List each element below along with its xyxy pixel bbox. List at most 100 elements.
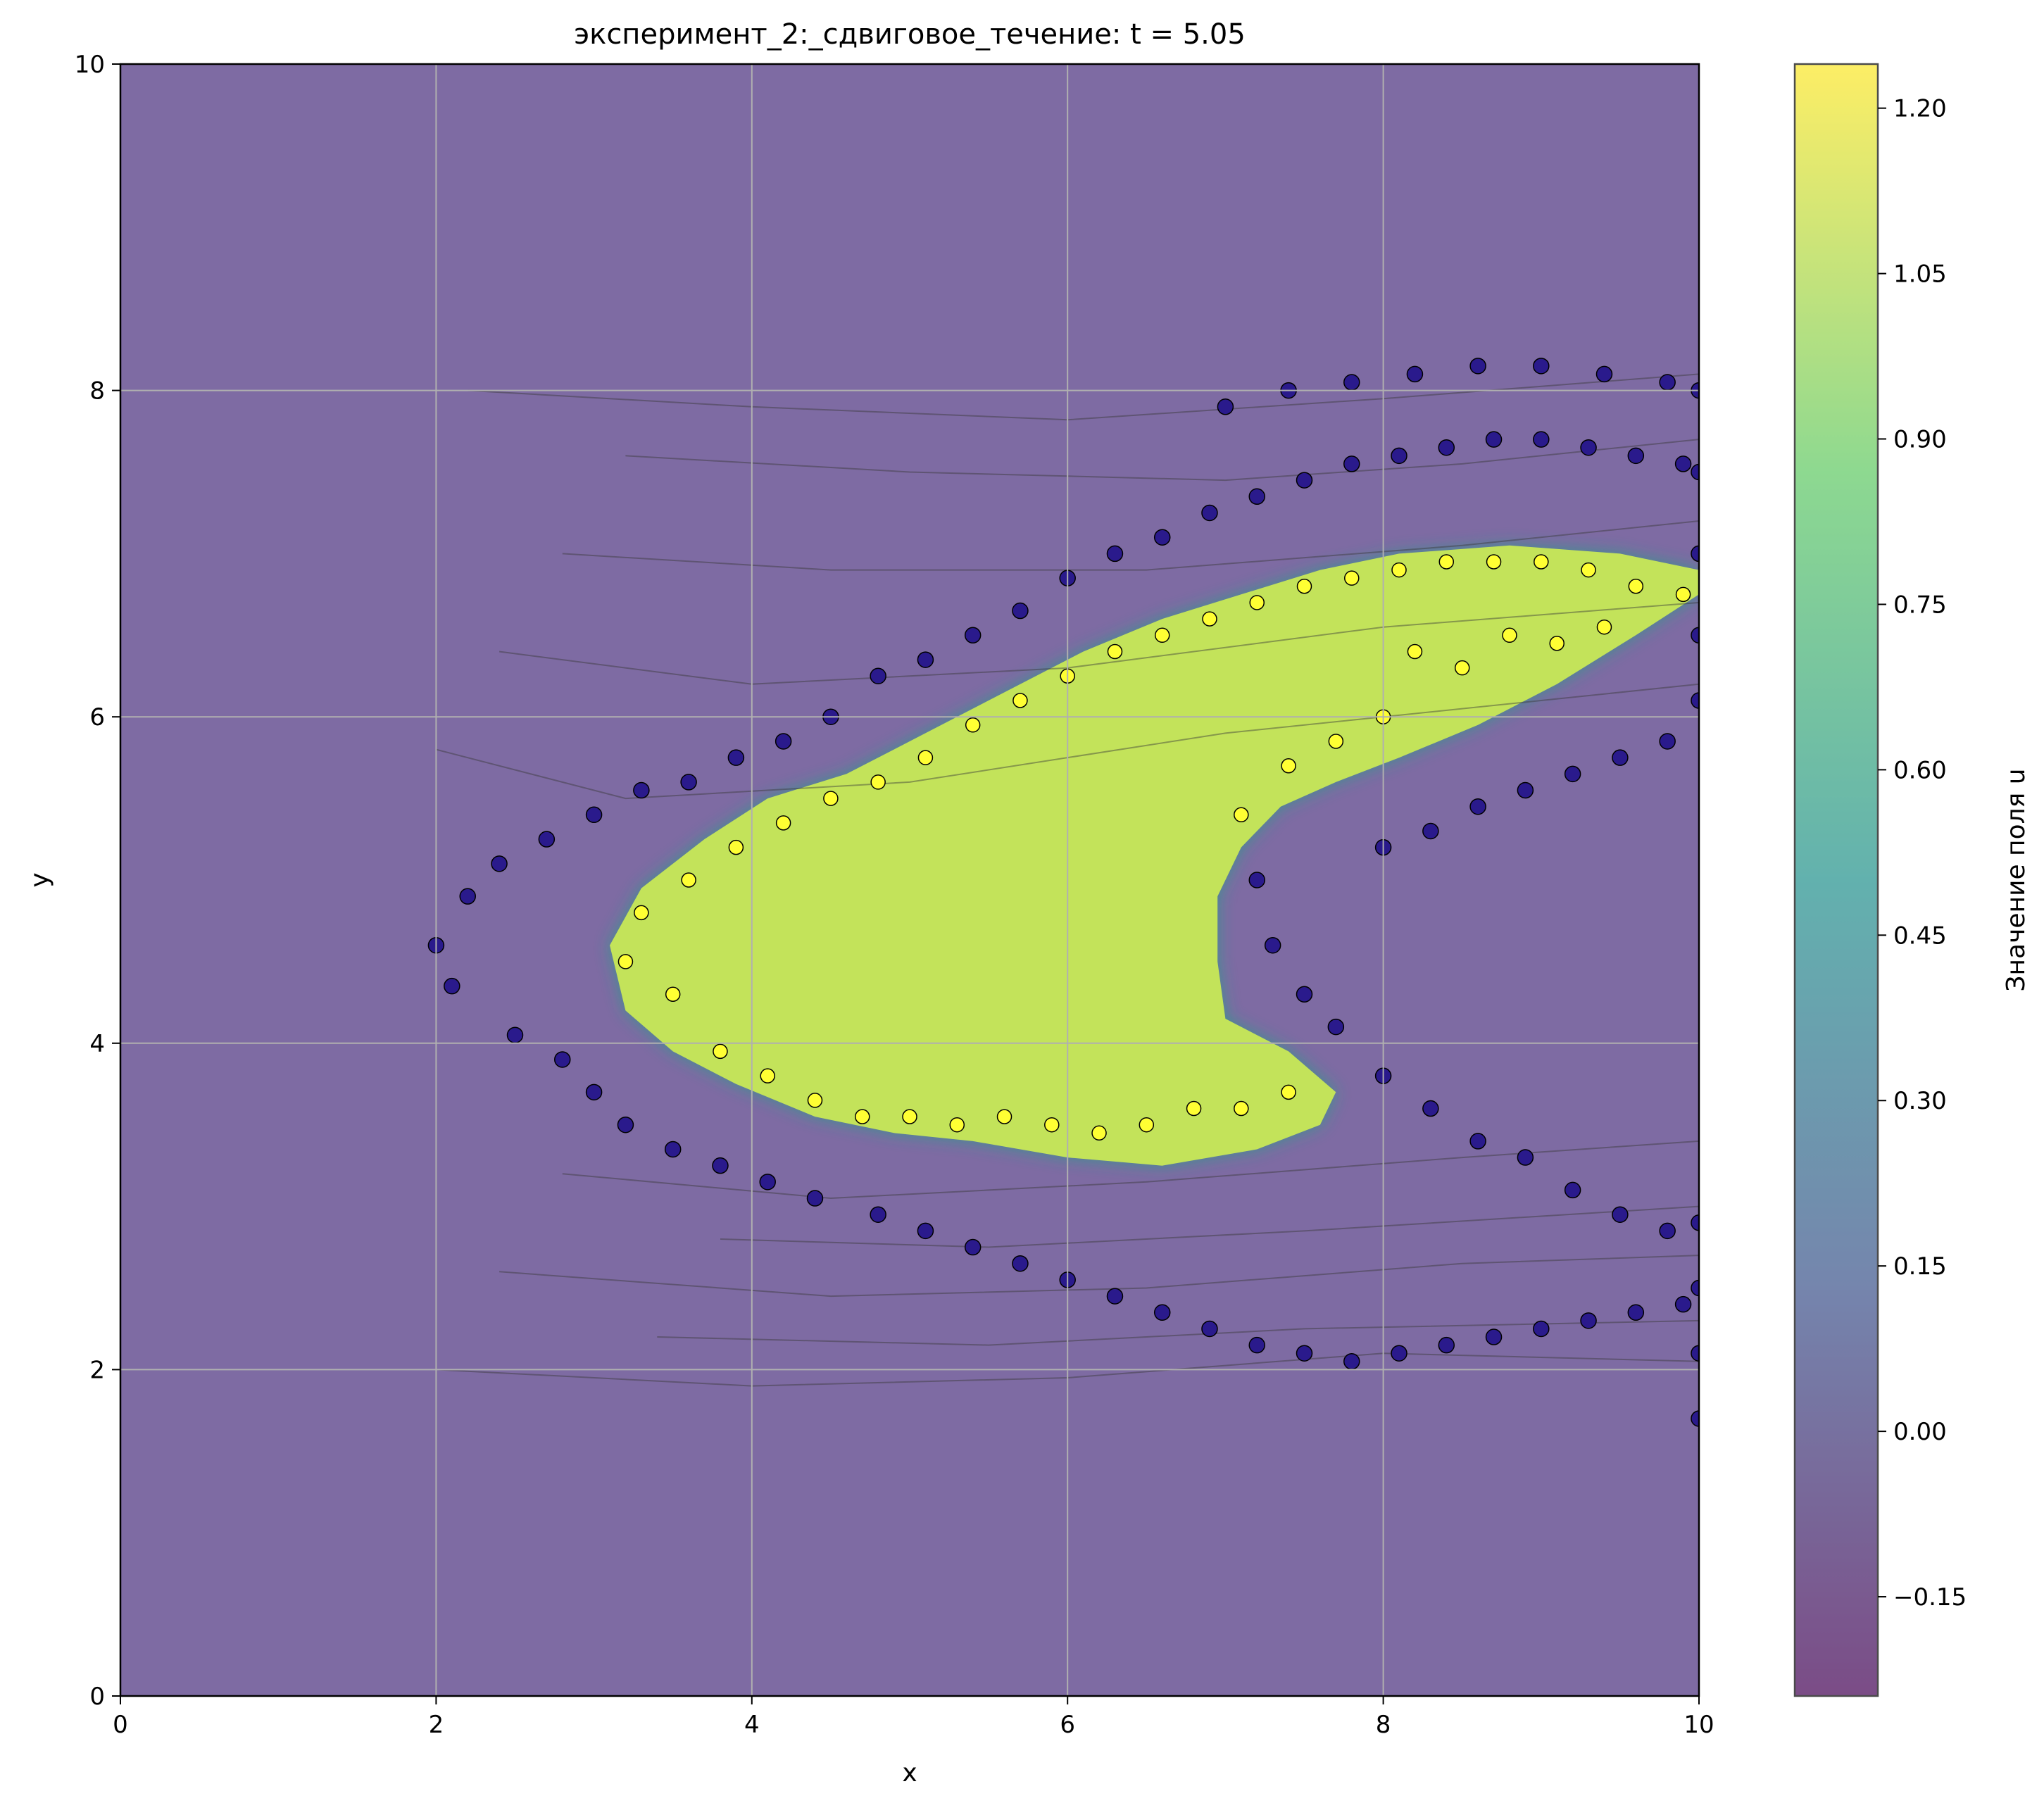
- marker-outside: [1533, 1320, 1550, 1338]
- marker-inside: [1091, 1125, 1107, 1141]
- streamline-8: [720, 1205, 1699, 1248]
- marker-outside: [1691, 627, 1699, 644]
- marker-outside: [870, 667, 886, 684]
- marker-inside: [1234, 1100, 1249, 1117]
- streamline-6: [657, 1319, 1699, 1346]
- colorbar: 1.20 1.05 0.90 0.75 0.60 0.45 0.30 0.15 0.00 −0.1…: [1793, 63, 2031, 1697]
- x-tick-label: 2: [429, 1711, 444, 1739]
- marker-inside: [1628, 579, 1644, 594]
- marker-inside: [1502, 627, 1517, 643]
- marker-outside: [1691, 1214, 1699, 1231]
- marker-outside: [633, 781, 650, 799]
- marker-inside: [775, 815, 791, 831]
- colorbar-tick-label: 1.05: [1893, 260, 1947, 289]
- marker-outside: [1627, 447, 1645, 465]
- marker-inside: [1154, 627, 1170, 643]
- y-tick-label: 4: [89, 1030, 105, 1058]
- marker-outside: [1153, 1304, 1171, 1321]
- marker-outside: [1533, 358, 1550, 375]
- marker-outside: [727, 749, 745, 766]
- marker-outside: [664, 1141, 682, 1158]
- marker-inside: [854, 1109, 870, 1124]
- marker-inside: [917, 750, 934, 765]
- marker-outside: [1627, 1304, 1645, 1321]
- marker-outside: [491, 855, 508, 872]
- marker-outside: [1691, 545, 1699, 563]
- y-tick-label: 0: [89, 1683, 105, 1711]
- marker-inside: [1139, 1117, 1155, 1133]
- x-tick-label: 10: [1684, 1711, 1714, 1739]
- marker-outside: [1612, 1206, 1629, 1223]
- marker-inside: [823, 791, 839, 806]
- marker-inside: [1549, 636, 1565, 651]
- marker-outside: [1691, 463, 1699, 481]
- marker-outside: [1406, 365, 1424, 383]
- marker-outside: [1296, 472, 1313, 489]
- marker-inside: [728, 839, 744, 855]
- marker-inside: [1596, 619, 1612, 635]
- marker-outside: [1106, 1288, 1124, 1305]
- y-tick-label: 6: [89, 703, 105, 731]
- marker-inside: [713, 1043, 728, 1060]
- marker-outside: [1674, 456, 1692, 472]
- marker-inside: [1012, 693, 1028, 708]
- marker-outside: [917, 651, 934, 668]
- marker-outside: [1248, 488, 1265, 505]
- colorbar-tick-label: 1.20: [1893, 95, 1947, 123]
- marker-outside: [1564, 765, 1581, 783]
- marker-outside: [459, 888, 476, 905]
- marker-outside: [964, 627, 982, 644]
- marker-inside: [965, 717, 981, 733]
- marker-inside: [1454, 660, 1470, 676]
- marker-outside: [1296, 1345, 1313, 1362]
- plot-frame: [119, 63, 1700, 1697]
- y-tick-label: 2: [89, 1356, 105, 1384]
- marker-inside: [1438, 554, 1455, 570]
- marker-outside: [1343, 374, 1360, 391]
- marker-outside: [775, 733, 792, 750]
- colorbar-ticks: 1.20 1.05 0.90 0.75 0.60 0.45 0.30 0.15 0.00 −0.1…: [1878, 95, 1967, 1612]
- marker-outside: [1201, 1320, 1218, 1338]
- streamline-7: [499, 1255, 1699, 1298]
- marker-inside: [870, 774, 886, 790]
- colorbar-tick-label: 0.60: [1893, 756, 1947, 784]
- marker-outside: [1485, 1328, 1503, 1345]
- marker-outside: [1674, 1295, 1692, 1313]
- colorbar-label: Значение поля u: [2002, 768, 2031, 991]
- x-tick-label: 0: [113, 1711, 128, 1739]
- marker-inside: [1281, 1084, 1296, 1100]
- marker-outside: [1248, 1336, 1265, 1354]
- marker-outside: [1595, 365, 1613, 383]
- marker-inside: [1044, 1117, 1060, 1133]
- marker-inside: [681, 872, 696, 888]
- marker-outside: [1580, 439, 1597, 456]
- streamline-2: [562, 520, 1699, 571]
- marker-inside: [1296, 579, 1312, 594]
- marker-outside: [1438, 1336, 1455, 1354]
- marker-outside: [1106, 545, 1124, 563]
- marker-inside: [1249, 595, 1265, 610]
- y-tick-label: 10: [75, 51, 105, 79]
- marker-inside: [902, 1109, 917, 1124]
- x-tick-label: 6: [1060, 1711, 1075, 1739]
- marker-outside: [1564, 1181, 1581, 1199]
- marker-outside: [1201, 504, 1218, 522]
- colorbar-tick-label: −0.15: [1893, 1583, 1967, 1612]
- marker-inside: [1186, 1100, 1202, 1117]
- marker-outside: [1012, 602, 1029, 620]
- marker-inside: [1391, 562, 1407, 578]
- colorbar-tick-label: 0.45: [1893, 922, 1947, 950]
- y-axis-label: y: [25, 872, 54, 887]
- marker-inside: [996, 1109, 1012, 1124]
- marker-outside: [806, 1190, 824, 1207]
- marker-outside: [1469, 1133, 1486, 1150]
- x-tick-label: 8: [1376, 1711, 1391, 1739]
- marker-outside: [1248, 872, 1265, 888]
- marker-inside: [1534, 554, 1549, 570]
- y-axis-ticks: 0 2 4 6 8 10: [75, 51, 120, 1711]
- marker-outside: [1422, 1100, 1439, 1117]
- streamline-9: [562, 1140, 1699, 1200]
- marker-inside: [1486, 554, 1502, 570]
- field-region: [610, 545, 1699, 1166]
